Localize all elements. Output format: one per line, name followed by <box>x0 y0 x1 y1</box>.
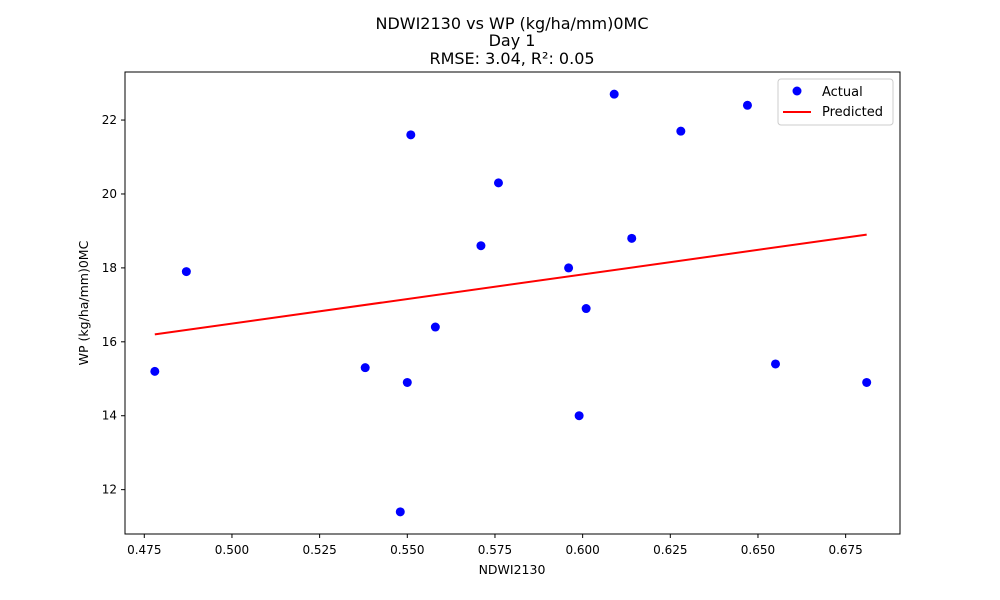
actual-point <box>742 100 752 110</box>
y-tick-label: 12 <box>102 483 117 497</box>
actual-point <box>402 377 412 387</box>
predicted-line <box>154 233 867 336</box>
legend-actual-marker <box>792 86 802 96</box>
x-tick-label: 0.525 <box>302 543 336 557</box>
x-tick-label: 0.500 <box>215 543 249 557</box>
actual-point <box>574 411 584 421</box>
x-tick-label: 0.550 <box>390 543 424 557</box>
y-tick-label: 18 <box>102 261 117 275</box>
legend-box <box>777 78 894 126</box>
y-tick-label: 20 <box>102 187 117 201</box>
legend: Actual Predicted <box>777 78 894 126</box>
actual-point <box>150 366 160 376</box>
actual-point <box>627 233 637 243</box>
actual-point <box>430 322 440 332</box>
y-axis-label: WP (kg/ha/mm)0MC <box>76 240 91 365</box>
plot-frame <box>124 71 901 535</box>
y-tick-label: 16 <box>102 335 117 349</box>
actual-point <box>406 130 416 140</box>
y-tick-label: 22 <box>102 113 117 127</box>
plot-area <box>150 89 872 517</box>
actual-point <box>493 178 503 188</box>
chart-title: NDWI2130 vs WP (kg/ha/mm)0MC <box>375 14 648 33</box>
chart-titles: NDWI2130 vs WP (kg/ha/mm)0MC Day 1 RMSE:… <box>375 14 648 68</box>
legend-predicted-label: Predicted <box>822 105 883 120</box>
actual-point <box>771 359 781 369</box>
x-tick-label: 0.600 <box>565 543 599 557</box>
x-axis: 0.475 0.500 0.525 0.550 0.575 0.600 0.625 0.650… <box>127 534 863 557</box>
actual-point <box>181 267 191 277</box>
x-tick-label: 0.625 <box>653 543 687 557</box>
actual-point <box>676 126 686 136</box>
y-axis: 12 14 16 18 20 22 <box>102 113 125 497</box>
x-tick-label: 0.475 <box>127 543 161 557</box>
actual-point <box>395 507 405 517</box>
actual-point <box>862 377 872 387</box>
x-axis-label: NDWI2130 <box>479 562 546 577</box>
chart-subtitle: Day 1 <box>489 31 536 50</box>
actual-point <box>564 263 574 273</box>
actual-point <box>360 363 370 373</box>
legend-actual-label: Actual <box>822 85 863 100</box>
x-tick-label: 0.575 <box>478 543 512 557</box>
x-tick-label: 0.650 <box>741 543 775 557</box>
chart-metrics: RMSE: 3.04, R²: 0.05 <box>429 49 594 68</box>
actual-point <box>609 89 619 99</box>
x-tick-label: 0.675 <box>828 543 862 557</box>
y-tick-label: 14 <box>102 409 117 423</box>
actual-point <box>581 304 591 314</box>
actual-point <box>476 241 486 251</box>
